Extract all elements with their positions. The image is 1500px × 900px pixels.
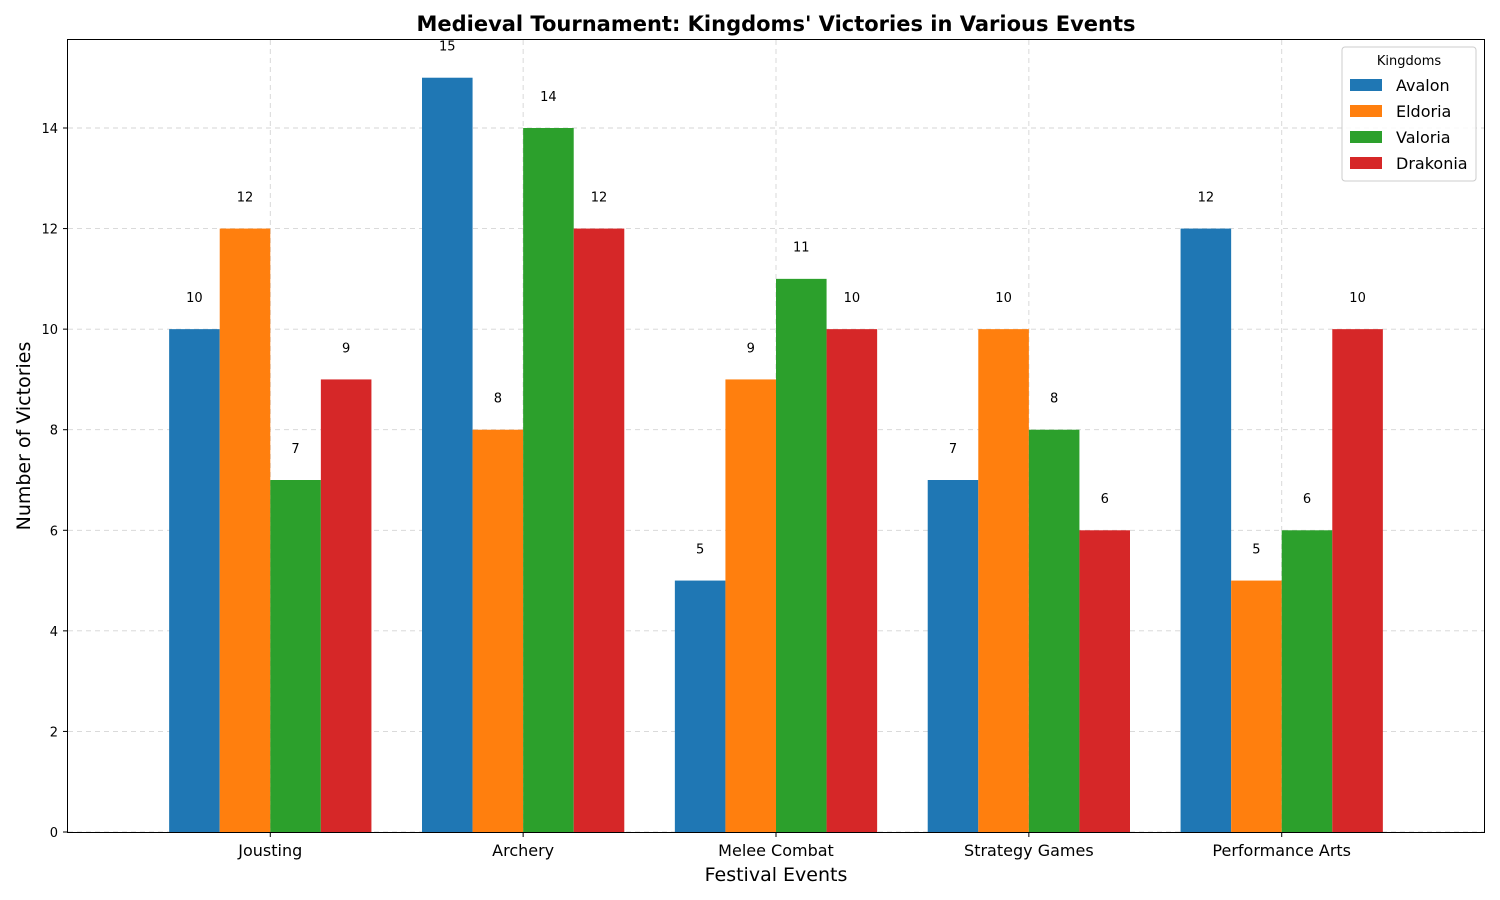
data-label: 9 bbox=[747, 341, 755, 356]
x-tick-label: Archery bbox=[492, 841, 554, 860]
legend-swatch-eldoria bbox=[1350, 105, 1382, 117]
bar-drakonia-performance-arts bbox=[1332, 329, 1383, 832]
bar-drakonia-strategy-games bbox=[1079, 530, 1130, 832]
y-axis-label: Number of Victories bbox=[13, 342, 35, 531]
bar-valoria-jousting bbox=[270, 480, 321, 832]
bar-drakonia-archery bbox=[573, 228, 625, 833]
data-label: 8 bbox=[494, 392, 502, 407]
data-label: 10 bbox=[844, 291, 861, 306]
data-label: 12 bbox=[591, 190, 608, 205]
y-axis: 0 2 4 6 8 10 12 14 bbox=[41, 122, 68, 841]
x-tick-label: Performance Arts bbox=[1212, 841, 1351, 860]
bar-avalon-archery bbox=[422, 77, 473, 832]
legend-label-eldoria: Eldoria bbox=[1396, 102, 1451, 121]
data-label: 14 bbox=[540, 90, 557, 105]
data-label: 7 bbox=[949, 442, 957, 457]
legend-swatch-drakonia bbox=[1350, 157, 1382, 169]
y-tick-label: 10 bbox=[41, 323, 58, 338]
data-label: 12 bbox=[237, 190, 254, 205]
bar-eldoria-melee-combat bbox=[725, 379, 776, 832]
data-label: 10 bbox=[995, 291, 1012, 306]
legend-label-valoria: Valoria bbox=[1396, 128, 1451, 147]
legend-label-avalon: Avalon bbox=[1396, 76, 1450, 95]
bar-eldoria-performance-arts bbox=[1231, 580, 1282, 832]
bar-eldoria-strategy-games bbox=[978, 329, 1029, 832]
y-tick-label: 4 bbox=[50, 625, 58, 640]
data-label: 8 bbox=[1050, 392, 1058, 407]
data-labels: 10 15 5 7 12 12 8 9 10 5 7 14 11 8 6 9 12 10 6 10 bbox=[186, 40, 1366, 558]
legend-swatch-avalon bbox=[1350, 79, 1382, 91]
y-tick-label: 8 bbox=[50, 424, 58, 439]
legend-swatch-valoria bbox=[1350, 131, 1382, 143]
bar-valoria-performance-arts bbox=[1281, 530, 1333, 832]
data-label: 12 bbox=[1198, 190, 1215, 205]
bar-avalon-strategy-games bbox=[927, 480, 979, 832]
bar-drakonia-melee-combat bbox=[826, 329, 878, 832]
data-label: 9 bbox=[342, 341, 350, 356]
data-label: 6 bbox=[1303, 492, 1311, 507]
x-axis: Jousting Archery Melee Combat Strategy Game… bbox=[237, 832, 1351, 860]
bar-valoria-melee-combat bbox=[776, 278, 827, 832]
y-tick-label: 14 bbox=[41, 122, 58, 137]
x-tick-label: Strategy Games bbox=[964, 841, 1094, 860]
y-tick-label: 6 bbox=[50, 524, 58, 539]
bar-valoria-archery bbox=[523, 128, 574, 832]
data-label: 7 bbox=[291, 442, 299, 457]
bar-eldoria-jousting bbox=[219, 228, 271, 833]
bar-avalon-performance-arts bbox=[1180, 228, 1232, 833]
y-tick-label: 12 bbox=[41, 223, 58, 238]
bars bbox=[169, 77, 1383, 833]
chart-title: Medieval Tournament: Kingdoms' Victories… bbox=[416, 12, 1135, 36]
x-tick-label: Jousting bbox=[237, 841, 302, 860]
data-label: 5 bbox=[696, 542, 704, 557]
x-tick-label: Melee Combat bbox=[718, 841, 834, 860]
bar-avalon-jousting bbox=[169, 329, 220, 832]
y-tick-label: 0 bbox=[50, 826, 58, 841]
data-label: 5 bbox=[1252, 542, 1260, 557]
bar-valoria-strategy-games bbox=[1028, 429, 1080, 832]
legend-title: Kingdoms bbox=[1377, 54, 1441, 69]
data-label: 11 bbox=[793, 241, 810, 256]
data-label: 6 bbox=[1101, 492, 1109, 507]
data-label: 10 bbox=[1349, 291, 1366, 306]
bar-eldoria-archery bbox=[472, 429, 524, 832]
legend: Kingdoms Avalon Eldoria Valoria Drakonia bbox=[1341, 46, 1477, 182]
bar-drakonia-jousting bbox=[320, 379, 372, 832]
data-label: 10 bbox=[186, 291, 203, 306]
legend-label-drakonia: Drakonia bbox=[1396, 154, 1468, 173]
data-label: 15 bbox=[439, 40, 456, 55]
x-axis-label: Festival Events bbox=[705, 864, 848, 886]
bar-avalon-melee-combat bbox=[674, 580, 726, 832]
y-tick-label: 2 bbox=[50, 725, 58, 740]
